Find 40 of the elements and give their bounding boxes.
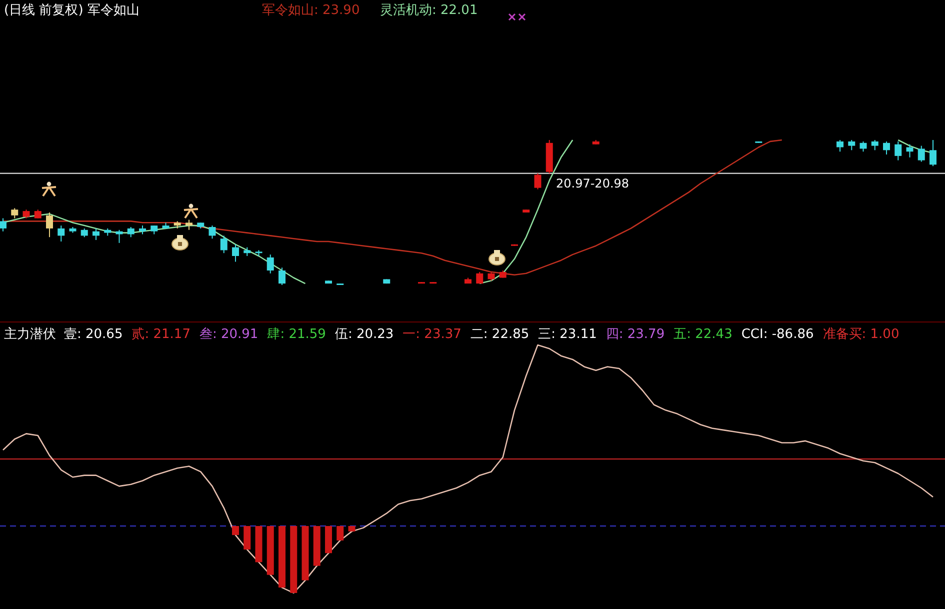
candlestick: [232, 244, 239, 262]
text: 一: 23.37: [402, 327, 462, 342]
text: 叁: 20.91: [199, 327, 258, 342]
text: 四: 23.79: [606, 327, 665, 342]
candlestick: [11, 208, 18, 219]
candlestick: [208, 225, 216, 240]
candlestick: [186, 219, 192, 230]
text: 灵活机动: 22.01: [380, 3, 478, 18]
text: 准备买: 1.00: [822, 327, 900, 342]
candlestick: [46, 212, 53, 238]
candlestick: [894, 140, 902, 161]
candlestick: [278, 267, 286, 286]
text: 贰: 21.17: [132, 327, 190, 342]
candlestick: [0, 218, 6, 232]
candlestick: [58, 225, 65, 242]
candlestick: [836, 140, 844, 152]
text: 壹: 20.65: [64, 327, 123, 342]
candlestick: [918, 145, 925, 162]
candlestick: [116, 229, 123, 244]
candlestick: [871, 140, 878, 151]
candlestick: [883, 140, 890, 155]
text: CCI: -86.86: [741, 327, 814, 342]
candlestick: [860, 140, 867, 152]
candlestick: [534, 172, 542, 190]
text: 伍: 20.23: [334, 327, 394, 342]
text: 二: 22.85: [470, 327, 530, 342]
candlestick: [220, 235, 228, 254]
annotation: 20.97-20.98: [556, 176, 630, 190]
text: 五: 22.43: [674, 327, 732, 342]
candlestick: [92, 228, 100, 241]
candlestick: [930, 140, 936, 167]
text: 三: 23.11: [538, 327, 597, 342]
chart-title: (日线 前复权) 军令如山: [4, 3, 140, 18]
candlestick: [266, 254, 274, 274]
candlestick: [848, 140, 856, 151]
text: 军令如山: 23.90: [262, 3, 360, 18]
text: 肆: 21.59: [267, 327, 326, 342]
candlestick: [127, 226, 134, 238]
chart-title: 主力潜伏: [4, 327, 56, 342]
candlestick: [906, 144, 914, 158]
